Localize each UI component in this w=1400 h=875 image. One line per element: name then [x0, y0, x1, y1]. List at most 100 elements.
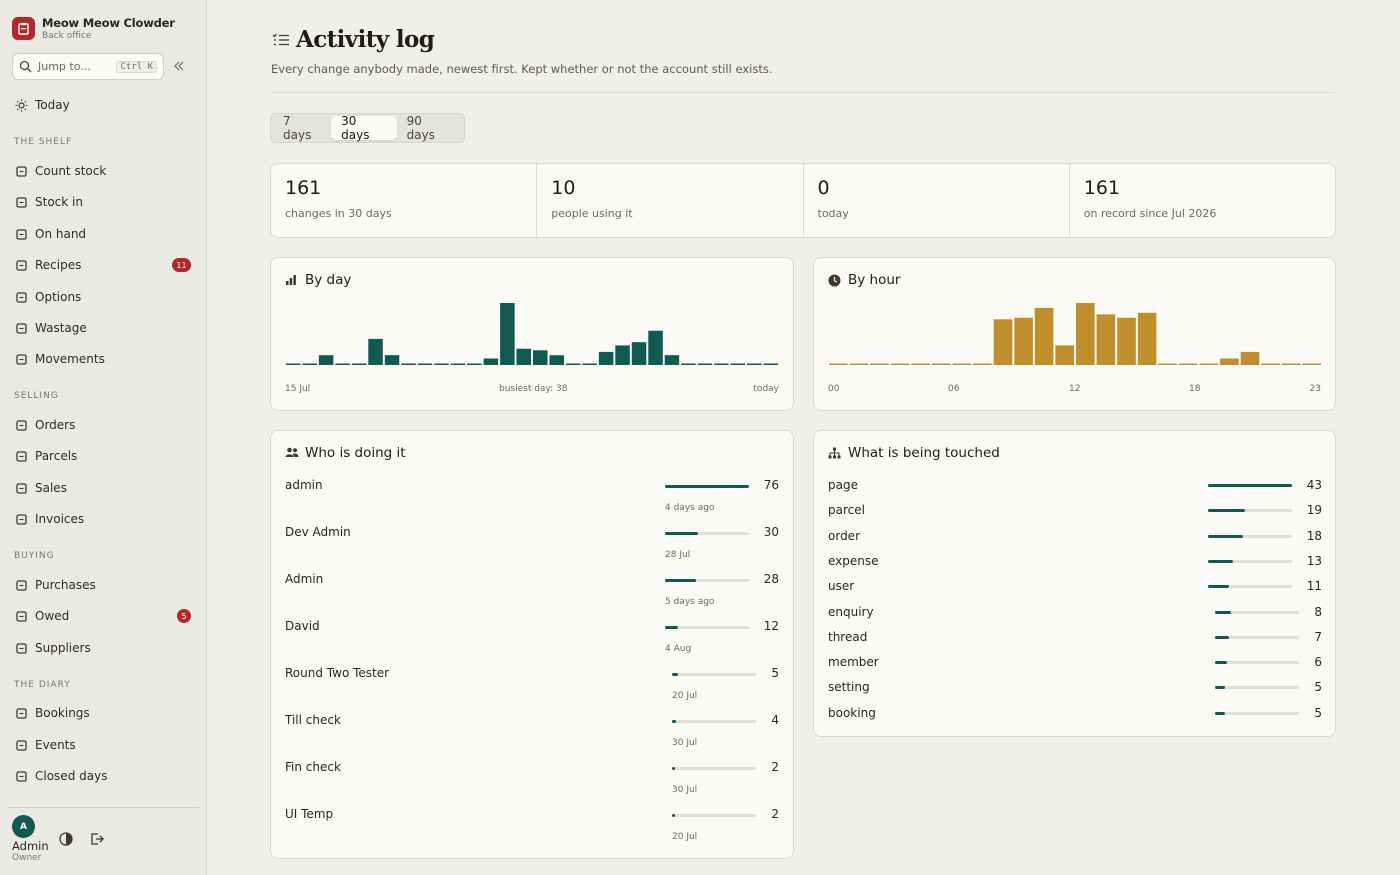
sidebar-item-purchases[interactable]: Purchases [14, 575, 194, 595]
sidebar-item-events[interactable]: Events [14, 735, 194, 755]
sidebar-item-stock-in[interactable]: Stock in [14, 192, 194, 212]
day-bar [318, 355, 334, 365]
count-bar [1215, 711, 1299, 715]
range-90-days[interactable]: 90 days [406, 114, 435, 142]
user-name: admin [285, 478, 323, 492]
count-value: 6 [1314, 655, 1322, 670]
list-item[interactable]: order 18 [828, 529, 1322, 547]
sidebar-item-owed[interactable]: Owed 5 [14, 606, 194, 626]
entity-name: expense [828, 553, 879, 568]
hour-bar [1117, 317, 1136, 365]
count-value: 11 [1306, 579, 1322, 594]
nav-label: Closed days [35, 769, 108, 783]
count-bar [1215, 686, 1299, 690]
user-name: Dev Admin [285, 525, 351, 539]
sidebar-item-wastage[interactable]: Wastage [14, 318, 194, 338]
nav-label: Wastage [35, 321, 87, 335]
card-title: By day [305, 272, 352, 288]
jump-to-search[interactable]: Jump to... Ctrl K [12, 53, 164, 80]
day-bar [533, 350, 548, 365]
list-item[interactable]: enquiry 8 [828, 605, 1322, 623]
list-item[interactable]: Admin 28 5 days ago [285, 572, 779, 612]
sidebar-item-bookings[interactable]: Bookings [14, 703, 194, 723]
entity-name: parcel [828, 503, 865, 518]
sidebar-item-suppliers[interactable]: Suppliers [14, 638, 194, 658]
truck-icon [14, 449, 28, 463]
card-header: By hour [828, 272, 900, 288]
collapse-sidebar-icon[interactable] [172, 59, 186, 73]
count-bar-fill [672, 720, 677, 723]
clock-icon [14, 352, 28, 366]
sidebar-item-options[interactable]: Options [14, 287, 194, 307]
list-item[interactable]: user 11 [828, 579, 1322, 597]
sidebar-item-movements[interactable]: Movements [14, 349, 194, 369]
range-7-days[interactable]: 7 days [283, 114, 312, 142]
entity-name: thread [828, 629, 868, 644]
count-bar-fill [672, 767, 675, 770]
nav-label: Bookings [35, 706, 90, 720]
card-title: By hour [848, 272, 901, 288]
nav-today[interactable]: Today [14, 95, 194, 115]
sidebar-item-on-hand[interactable]: On hand [14, 224, 194, 244]
list-item[interactable]: member 6 [828, 655, 1322, 673]
list-item[interactable]: Round Two Tester 5 20 Jul [285, 666, 779, 706]
cart-icon [14, 481, 28, 495]
list-item[interactable]: page 43 [828, 478, 1322, 496]
nav-label: Invoices [35, 512, 85, 526]
list-item[interactable]: thread 7 [828, 630, 1322, 648]
nav-label: Suppliers [35, 641, 91, 655]
shortcut-hint: Ctrl K [116, 60, 157, 73]
list-item[interactable]: expense 13 [828, 554, 1322, 572]
count-badge: 5 [177, 609, 191, 623]
busiest-day-label: busiest day: 38 [499, 384, 568, 394]
by-hour-chart [829, 303, 1321, 365]
list-item[interactable]: Dev Admin 30 28 Jul [285, 525, 779, 565]
hour-tick-label: 23 [1309, 384, 1321, 394]
calendar-icon [14, 738, 28, 752]
stat-value: 161 [285, 177, 322, 199]
day-bar [747, 363, 762, 365]
sidebar-item-invoices[interactable]: Invoices [14, 509, 194, 529]
sidebar-item-closed-days[interactable]: Closed days [14, 766, 194, 786]
sidebar-item-count-stock[interactable]: Count stock [14, 161, 194, 181]
sidebar-item-recipes[interactable]: Recipes 11 [14, 255, 194, 275]
list-item[interactable]: David 12 4 Aug [285, 619, 779, 659]
count-value: 43 [1306, 478, 1322, 492]
entity-name: booking [828, 705, 876, 720]
card-title: Who is doing it [305, 445, 406, 461]
sidebar-item-orders[interactable]: Orders [14, 415, 194, 435]
list-item[interactable]: booking 5 [828, 706, 1322, 724]
list-item[interactable]: UI Temp 2 20 Jul [285, 807, 779, 847]
list-item[interactable]: admin 76 4 days ago [285, 478, 779, 518]
count-bar-fill [665, 485, 749, 488]
clock-icon [828, 273, 842, 287]
nav-label: Options [35, 290, 82, 304]
clipboard-icon [14, 164, 28, 178]
bag-icon [14, 578, 28, 592]
hour-tick-label: 12 [1069, 384, 1081, 394]
day-bar [714, 363, 729, 365]
range-selector: 7 days 30 days 90 days [270, 113, 465, 143]
brand[interactable]: Meow Meow Clowder Back office [12, 16, 175, 41]
entity-name: order [828, 528, 860, 543]
theme-toggle-icon[interactable] [58, 831, 74, 847]
day-bar [516, 348, 531, 365]
list-item[interactable]: Fin check 2 30 Jul [285, 760, 779, 800]
hour-bar [1055, 345, 1074, 365]
list-item[interactable]: Till check 4 30 Jul [285, 713, 779, 753]
sun-icon [14, 98, 28, 112]
list-item[interactable]: parcel 19 [828, 503, 1322, 521]
avatar[interactable]: A [12, 815, 35, 838]
hour-bar [849, 363, 869, 365]
nav-label: Count stock [35, 164, 107, 178]
activity-list-icon [272, 33, 289, 46]
count-bar-fill [672, 673, 678, 676]
day-bar [335, 363, 350, 365]
count-bar-fill [1208, 509, 1246, 513]
logout-icon[interactable] [89, 831, 105, 847]
range-30-days[interactable]: 30 days [331, 114, 397, 142]
sidebar-item-sales[interactable]: Sales [14, 478, 194, 498]
sidebar-item-parcels[interactable]: Parcels [14, 446, 194, 466]
section-selling: SELLING [14, 391, 59, 401]
list-item[interactable]: setting 5 [828, 680, 1322, 698]
